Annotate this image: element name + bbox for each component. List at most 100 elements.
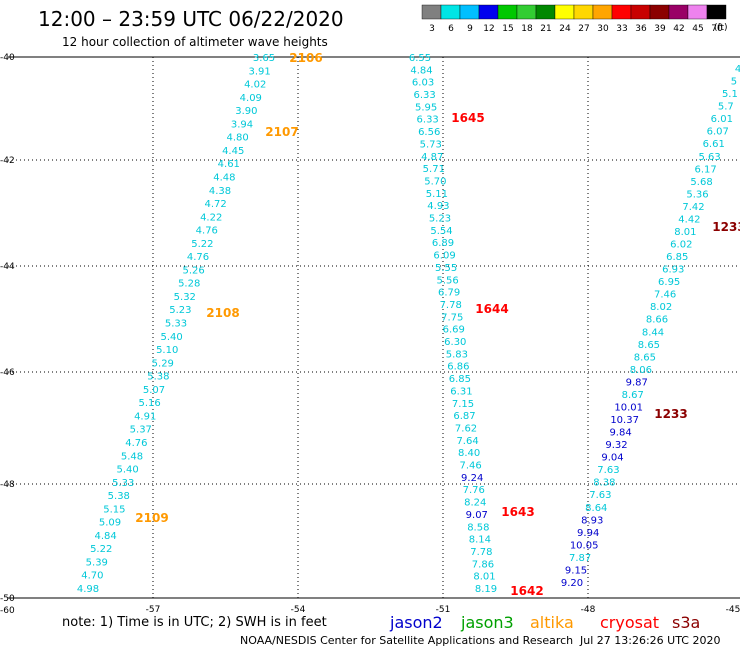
swh-value: 6.01 [711,114,733,125]
pass-time-label: 1233 [654,407,687,421]
colorbar-swatch [668,4,689,20]
swh-value: 5.83 [446,349,468,360]
swh-value: 5.26 [182,265,204,276]
swh-value: 5.38 [108,491,130,502]
swh-value: 5.22 [191,239,213,250]
page-subtitle: 12 hour collection of altimeter wave hei… [62,35,328,49]
swh-value: 5.23 [429,214,451,225]
swh-value: 5.33 [112,478,134,489]
page-title: 12:00 – 23:59 UTC 06/22/2020 [38,7,344,31]
swh-value: 4.98 [77,584,99,595]
swh-value: 5.29 [152,358,174,369]
swh-value: 5.23 [169,305,191,316]
swh-value: 3.65 [253,53,275,64]
swh-value: 4.09 [240,93,262,104]
swh-value: 4.93 [427,201,449,212]
colorbar-swatch [630,4,651,20]
swh-value: 5.7 [718,102,734,113]
swh-value: 7.78 [440,300,462,311]
colorbar-tick-label: 3 [429,24,435,34]
swh-value: 8.06 [630,365,652,376]
swh-value: 7.86 [472,559,494,570]
track-time-labels: 2106 2107 2108 2109 1645 1644 1643 1642 1233 1233 [135,51,740,598]
swh-value: 4.76 [187,252,209,263]
longitude-label: -57 [146,605,161,615]
colorbar: 3 6 9 12 15 18 21 24 27 30 33 36 39 42 45 70 [421,4,727,34]
swh-value: 6.79 [438,288,460,299]
swh-value: 9.84 [609,428,631,439]
colorbar-swatch [497,4,518,20]
legend-s3a: s3a [672,613,700,632]
latitude-label: -42 [0,156,15,166]
swh-value: 6.07 [707,127,729,138]
swh-value: 4.87 [421,152,443,163]
swh-value: 4.45 [222,146,244,157]
swh-value: 5.16 [138,398,160,409]
colorbar-swatch [421,4,442,20]
legend-jason2: jason2 [389,613,443,632]
swh-value: 6.56 [418,127,440,138]
swh-value: 5.22 [90,544,112,555]
swh-value: 8.24 [464,498,486,509]
swh-value: 5.71 [423,164,445,175]
pass-time-label: 1645 [451,111,484,125]
swh-value: 9.07 [466,510,488,521]
swh-value: 6.55 [409,53,431,64]
swh-value: 4.72 [204,199,226,210]
swh-value: 6.03 [412,78,434,89]
swh-value: 4.70 [81,571,103,582]
swh-value: 8.01 [674,227,696,238]
swh-value: 5.37 [130,425,152,436]
colorbar-tick-label: 27 [578,24,589,34]
swh-value: 6.33 [413,90,435,101]
swh-value: 8.67 [622,390,644,401]
colorbar-tick-label: 30 [597,24,609,34]
swh-value: 6.89 [432,238,454,249]
swh-value: 6.87 [453,411,475,422]
pass-time-label: 1233 [712,220,740,234]
swh-value: 7.63 [597,465,619,476]
swh-value: 3.94 [231,119,253,130]
latitude-label: -46 [0,368,15,378]
swh-value: 9.04 [601,453,623,464]
swh-value: 8.93 [581,515,603,526]
swh-value: 5.70 [424,176,446,187]
swh-value: 6.93 [662,265,684,276]
footer-timestamp: Jul 27 13:26:26 UTC 2020 [579,634,720,647]
swh-value: 6.31 [450,386,472,397]
colorbar-tick-label: 42 [673,24,684,34]
swh-value: 9.87 [626,377,648,388]
swh-value: 7.62 [455,423,477,434]
swh-value: 8.01 [473,572,495,583]
swh-value: 7.42 [682,202,704,213]
swh-value: 5.40 [160,332,182,343]
swh-value: 5.11 [426,189,448,200]
swh-value: 4.02 [244,80,266,91]
swh-value: 7.76 [463,485,485,496]
swh-value: 5.38 [147,372,169,383]
pass-time-label: 2106 [289,51,322,65]
colorbar-swatch [478,4,499,20]
latitude-label: -48 [0,480,15,490]
swh-value: 5.40 [116,465,138,476]
pass-time-label: 1642 [510,584,543,598]
colorbar-swatch [440,4,461,20]
swh-value: 9.15 [565,565,587,576]
swh-value: 6.33 [417,115,439,126]
colorbar-swatch [649,4,670,20]
colorbar-tick-label: 12 [483,24,494,34]
swh-value: 8.14 [469,535,491,546]
footer-credit: NOAA/NESDIS Center for Satellite Applica… [240,634,573,647]
colorbar-swatch [706,4,727,20]
colorbar-swatch [592,4,613,20]
swh-value: 9.94 [577,528,599,539]
colorbar-tick-label: 70 [711,24,723,34]
colorbar-tick-label: 39 [654,24,666,34]
swh-value: 5.56 [436,275,458,286]
swh-value: 6.61 [703,139,725,150]
swh-value: 4.76 [196,226,218,237]
colorbar-swatch [459,4,480,20]
swh-value: 6.17 [694,164,716,175]
colorbar-swatch [535,4,556,20]
